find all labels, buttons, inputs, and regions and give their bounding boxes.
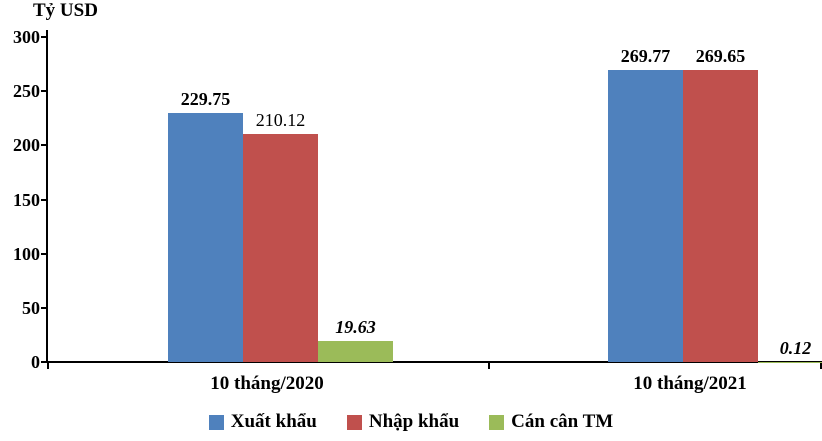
legend-label: Xuất khẩu xyxy=(230,411,317,432)
y-tick-mark xyxy=(41,90,47,93)
bar-cán-cân-tm-102020 xyxy=(318,340,393,362)
bar-xuất-khẩu-102021 xyxy=(608,69,683,362)
legend-item-cán-cân-tm: Cán cân TM xyxy=(489,411,613,433)
chart-legend: Xuất khẩu Nhập khẩu Cán cân TM xyxy=(0,411,822,433)
category-label: 10 tháng/2020 xyxy=(210,373,324,394)
value-label: 0.12 xyxy=(779,337,812,358)
legend-swatch-icon xyxy=(208,414,224,430)
category-label: 10 tháng/2021 xyxy=(633,373,747,394)
y-tick-mark xyxy=(41,198,47,201)
legend-label: Cán cân TM xyxy=(511,411,614,432)
y-tick-mark xyxy=(41,306,47,309)
y-tick-label: 150 xyxy=(13,189,40,210)
legend-item-nhập-khẩu: Nhập khẩu xyxy=(346,411,460,433)
y-tick-label: 250 xyxy=(13,81,40,102)
legend-swatch-icon xyxy=(489,414,505,430)
x-tick-mark xyxy=(820,363,822,369)
value-label: 269.77 xyxy=(620,45,671,66)
y-tick-mark xyxy=(41,36,47,38)
y-axis-line xyxy=(46,30,48,363)
y-tick-label: 300 xyxy=(13,27,40,47)
value-label: 19.63 xyxy=(335,316,376,337)
y-tick-mark xyxy=(41,361,47,363)
bar-xuất-khẩu-102020 xyxy=(168,113,243,362)
x-axis-line xyxy=(46,361,822,363)
bar-nhập-khẩu-102021 xyxy=(683,69,758,362)
y-tick-mark xyxy=(41,252,47,255)
y-tick-label: 0 xyxy=(31,352,40,372)
value-label: 269.65 xyxy=(695,45,746,66)
value-label: 229.75 xyxy=(180,89,231,110)
legend-item-xuất-khẩu: Xuất khẩu xyxy=(208,411,317,433)
x-tick-mark xyxy=(47,363,49,369)
legend-label: Nhập khẩu xyxy=(368,411,460,432)
x-tick-mark xyxy=(488,363,490,369)
bar-nhập-khẩu-102020 xyxy=(243,134,318,362)
y-tick-label: 100 xyxy=(13,243,40,264)
y-tick-mark xyxy=(41,144,47,147)
value-label: 210.12 xyxy=(255,110,306,131)
chart-title: Tỷ USD xyxy=(33,0,98,21)
legend-swatch-icon xyxy=(346,414,362,430)
y-tick-label: 50 xyxy=(22,297,40,318)
y-tick-label: 200 xyxy=(13,135,40,156)
